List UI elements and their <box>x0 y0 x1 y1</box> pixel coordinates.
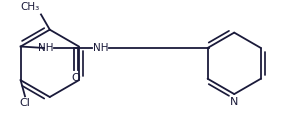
Text: Cl: Cl <box>20 98 30 108</box>
Text: O: O <box>71 73 80 83</box>
Text: CH₃: CH₃ <box>20 2 39 12</box>
Text: NH: NH <box>38 43 53 53</box>
Text: N: N <box>230 97 238 107</box>
Text: NH: NH <box>93 43 108 53</box>
